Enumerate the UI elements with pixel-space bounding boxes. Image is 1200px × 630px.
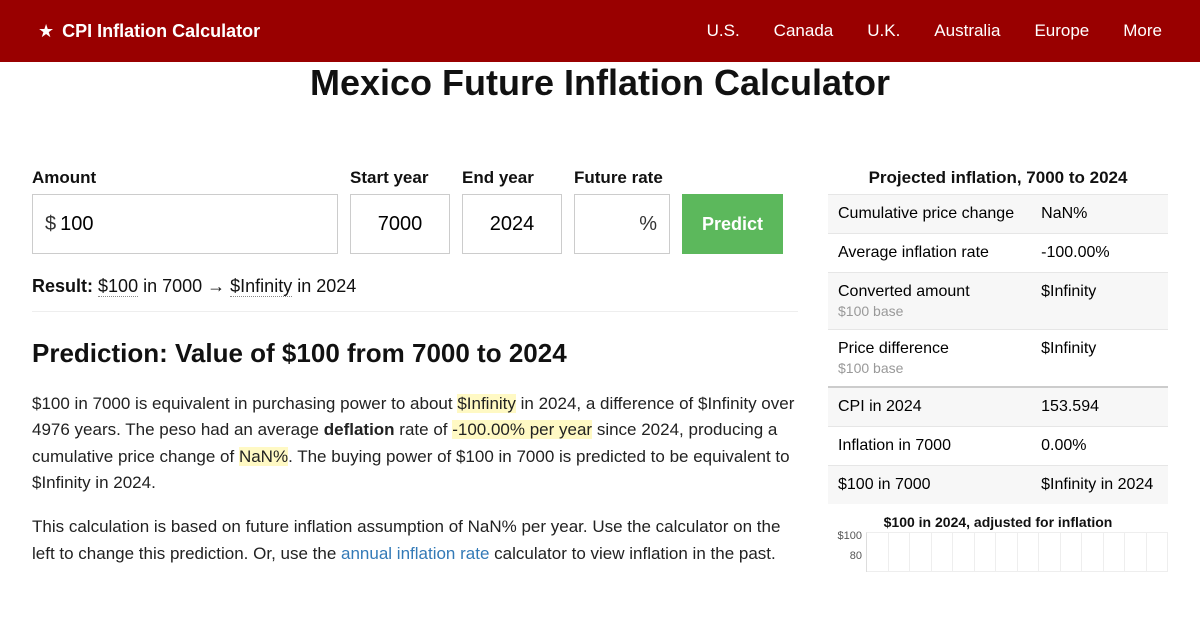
rate-input[interactable]	[587, 213, 639, 236]
result-from-amount[interactable]: $100	[98, 276, 138, 297]
highlight-infinity: $Infinity	[457, 394, 516, 413]
result-to-amount[interactable]: $Infinity	[230, 276, 292, 297]
table-row: Converted amount$100 base$Infinity	[828, 273, 1168, 330]
chart-grid-cell	[1104, 533, 1126, 572]
chart-grid-cell	[975, 533, 997, 572]
chart-grid-cell	[1147, 533, 1169, 572]
highlight-nan: NaN%	[239, 447, 288, 466]
projection-table: Cumulative price changeNaN%Average infla…	[828, 194, 1168, 504]
nav-uk[interactable]: U.K.	[867, 21, 900, 41]
chart-grid-cell	[1125, 533, 1147, 572]
result-mid1: in 7000 →	[143, 276, 230, 296]
nav-canada[interactable]: Canada	[774, 21, 834, 41]
nav-more[interactable]: More	[1123, 21, 1162, 41]
result-mid2: in 2024	[297, 276, 356, 296]
sidebar: Projected inflation, 7000 to 2024 Cumula…	[828, 168, 1168, 585]
start-year-label: Start year	[350, 168, 450, 188]
dollar-prefix: $	[45, 213, 56, 236]
paragraph-2: This calculation is based on future infl…	[32, 514, 798, 567]
chart-grid-cell	[1061, 533, 1083, 572]
header-bar: ★ CPI Inflation Calculator U.S. Canada U…	[0, 0, 1200, 62]
chart-title: $100 in 2024, adjusted for inflation	[828, 514, 1168, 530]
table-row: CPI in 2024153.594	[828, 387, 1168, 427]
table-label: Price difference$100 base	[828, 330, 1031, 388]
table-label: Average inflation rate	[828, 234, 1031, 273]
main-column: Amount $ Start year End year Future r	[32, 168, 798, 585]
table-label: Cumulative price change	[828, 195, 1031, 234]
result-line: Result: $100 in 7000 → $Infinity in 2024	[32, 276, 798, 297]
nav-us[interactable]: U.S.	[707, 21, 740, 41]
chart-grid-cell	[910, 533, 932, 572]
rate-label: Future rate	[574, 168, 670, 188]
nav-europe[interactable]: Europe	[1034, 21, 1089, 41]
calculator-form: Amount $ Start year End year Future r	[32, 168, 798, 254]
table-sub: $100 base	[838, 360, 1021, 376]
percent-suffix: %	[639, 213, 657, 236]
table-row: $100 in 7000$Infinity in 2024	[828, 466, 1168, 505]
table-value: NaN%	[1031, 195, 1168, 234]
end-year-input[interactable]	[475, 213, 549, 236]
star-icon: ★	[38, 21, 54, 42]
annual-rate-link[interactable]: annual inflation rate	[341, 544, 489, 563]
table-value: 0.00%	[1031, 427, 1168, 466]
nav-australia[interactable]: Australia	[934, 21, 1000, 41]
chart-grid-cell	[889, 533, 911, 572]
table-row: Cumulative price changeNaN%	[828, 195, 1168, 234]
start-year-input[interactable]	[363, 213, 437, 236]
chart-grid	[866, 532, 1168, 572]
predict-button[interactable]: Predict	[682, 194, 783, 254]
end-year-group[interactable]	[462, 194, 562, 254]
table-sub: $100 base	[838, 303, 1021, 319]
sidebar-title: Projected inflation, 7000 to 2024	[828, 168, 1168, 188]
divider	[32, 311, 798, 312]
deflation-bold: deflation	[324, 420, 395, 439]
amount-input[interactable]	[56, 213, 325, 236]
chart-grid-cell	[1018, 533, 1040, 572]
amount-label: Amount	[32, 168, 338, 188]
rate-input-group[interactable]: %	[574, 194, 670, 254]
table-value: $Infinity in 2024	[1031, 466, 1168, 505]
prediction-heading: Prediction: Value of $100 from 7000 to 2…	[32, 338, 798, 369]
nav: U.S. Canada U.K. Australia Europe More	[707, 21, 1162, 41]
table-value: $Infinity	[1031, 273, 1168, 330]
table-label: Converted amount$100 base	[828, 273, 1031, 330]
highlight-rate: -100.00% per year	[452, 420, 592, 439]
chart-grid-cell	[953, 533, 975, 572]
table-row: Inflation in 70000.00%	[828, 427, 1168, 466]
chart-grid-cell	[867, 533, 889, 572]
table-row: Price difference$100 base$Infinity	[828, 330, 1168, 388]
chart-grid-cell	[1039, 533, 1061, 572]
table-label: $100 in 7000	[828, 466, 1031, 505]
chart-ytick-80: 80	[828, 550, 862, 562]
chart-grid-cell	[1082, 533, 1104, 572]
page-title: Mexico Future Inflation Calculator	[0, 62, 1200, 104]
table-value: $Infinity	[1031, 330, 1168, 388]
paragraph-1: $100 in 7000 is equivalent in purchasing…	[32, 391, 798, 496]
end-year-label: End year	[462, 168, 562, 188]
start-year-group[interactable]	[350, 194, 450, 254]
chart-grid-cell	[996, 533, 1018, 572]
result-prefix: Result:	[32, 276, 93, 296]
table-label: Inflation in 7000	[828, 427, 1031, 466]
chart-area: $100 80	[828, 532, 1168, 572]
table-row: Average inflation rate-100.00%	[828, 234, 1168, 273]
chart-ytick-100: $100	[828, 530, 862, 542]
brand[interactable]: ★ CPI Inflation Calculator	[38, 21, 260, 42]
table-label: CPI in 2024	[828, 387, 1031, 427]
chart-grid-cell	[932, 533, 954, 572]
brand-text: CPI Inflation Calculator	[62, 21, 260, 42]
table-value: 153.594	[1031, 387, 1168, 427]
amount-input-group[interactable]: $	[32, 194, 338, 254]
table-value: -100.00%	[1031, 234, 1168, 273]
